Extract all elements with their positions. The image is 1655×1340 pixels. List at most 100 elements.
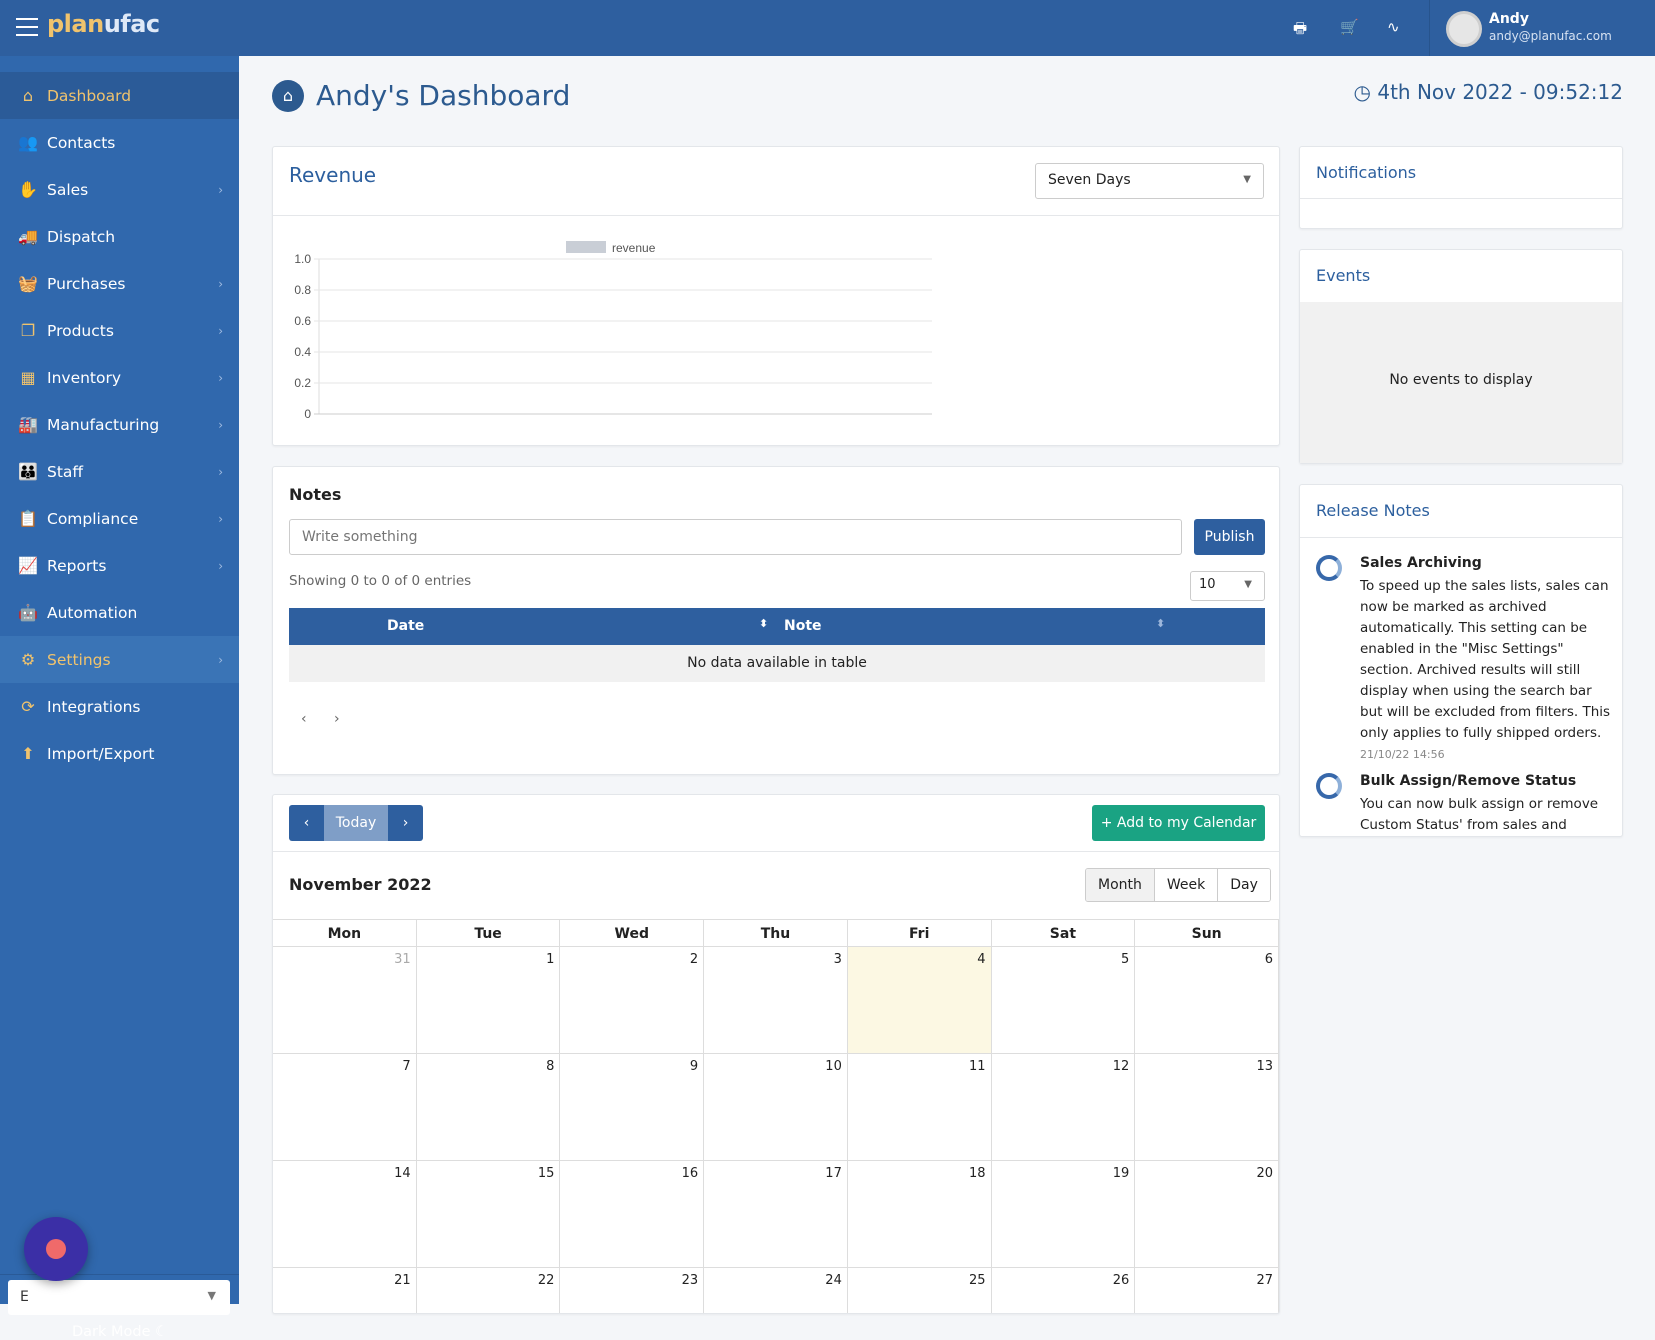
calendar-day[interactable]: 27 bbox=[1135, 1268, 1279, 1313]
note-input[interactable] bbox=[289, 519, 1182, 555]
logo[interactable]: planufac bbox=[47, 10, 160, 38]
datetime-text: 4th Nov 2022 - 09:52:12 bbox=[1377, 80, 1623, 104]
calendar-day[interactable]: 10 bbox=[704, 1054, 848, 1161]
day-header: Sun bbox=[1135, 919, 1279, 947]
sidebar-item-dispatch[interactable]: 🚚 Dispatch bbox=[0, 213, 239, 260]
revenue-range-select[interactable]: Seven Days ▼ bbox=[1035, 163, 1264, 199]
calendar-day[interactable]: 8 bbox=[416, 1054, 561, 1161]
home-icon: ⌂ bbox=[22, 86, 34, 105]
calendar-day[interactable]: 21 bbox=[273, 1268, 417, 1313]
user-menu[interactable]: Andy andy@planufac.com bbox=[1429, 0, 1655, 56]
calendar-day[interactable]: 13 bbox=[1135, 1054, 1279, 1161]
events-empty-message: No events to display bbox=[1300, 302, 1622, 463]
add-to-calendar-button[interactable]: + Add to my Calendar bbox=[1092, 805, 1265, 841]
y-tick-label: 1.0 bbox=[294, 252, 311, 266]
calendar-day[interactable]: 15 bbox=[416, 1161, 561, 1268]
release-notes-card: Release Notes Sales Archiving To speed u… bbox=[1299, 484, 1623, 837]
heartbeat-icon[interactable]: ∿ bbox=[1387, 18, 1400, 36]
language-select[interactable]: E ▼ bbox=[8, 1280, 230, 1315]
day-header: Mon bbox=[273, 919, 417, 947]
print-icon[interactable]: 🖶 bbox=[1293, 19, 1308, 37]
sidebar-item-dashboard[interactable]: ⌂ Dashboard bbox=[0, 72, 239, 119]
calendar-day[interactable]: 26 bbox=[992, 1268, 1136, 1313]
calendar-day[interactable]: 23 bbox=[560, 1268, 705, 1313]
view-week-button[interactable]: Week bbox=[1153, 869, 1218, 901]
sidebar-item-contacts[interactable]: 👥 Contacts bbox=[0, 119, 239, 166]
calendar-day[interactable]: 2 bbox=[560, 947, 705, 1054]
release-note: Sales Archiving To speed up the sales li… bbox=[1316, 555, 1616, 765]
calendar-day[interactable]: 20 bbox=[1135, 1161, 1279, 1268]
column-note[interactable]: Note bbox=[784, 618, 822, 634]
page-size-select[interactable]: 10 ▼ bbox=[1190, 571, 1265, 601]
calendar-prev-button[interactable]: ‹ bbox=[289, 805, 324, 841]
calendar-day[interactable]: 17 bbox=[704, 1161, 848, 1268]
calendar-month-title: November 2022 bbox=[289, 875, 432, 894]
revenue-card: Revenue Seven Days ▼ 0 0.2 0.4 0.6 0.8 1.0 reve… bbox=[272, 146, 1280, 446]
calendar-day[interactable]: 11 bbox=[847, 1054, 992, 1161]
day-header: Thu bbox=[704, 919, 848, 947]
chevron-right-icon: › bbox=[218, 558, 223, 573]
calendar-today-button[interactable]: Today bbox=[324, 805, 388, 841]
cart-icon[interactable]: 🛒 bbox=[1340, 18, 1359, 36]
publish-button[interactable]: Publish bbox=[1194, 519, 1265, 555]
events-card: Events No events to display bbox=[1299, 249, 1623, 464]
sidebar-item-staff[interactable]: 👪 Staff › bbox=[0, 448, 239, 495]
notes-title: Notes bbox=[289, 485, 342, 504]
release-note-date: 21/10/22 14:56 bbox=[1360, 748, 1445, 761]
divider bbox=[1300, 198, 1622, 199]
sidebar-item-compliance[interactable]: 📋 Compliance › bbox=[0, 495, 239, 542]
calendar-day[interactable]: 7 bbox=[273, 1054, 417, 1161]
calendar-day[interactable]: 14 bbox=[273, 1161, 417, 1268]
calendar-day[interactable]: 16 bbox=[560, 1161, 705, 1268]
calendar-card: ‹ Today › + Add to my Calendar November … bbox=[272, 794, 1280, 1314]
users-icon: 👥 bbox=[18, 133, 38, 152]
moon-icon: ☾ bbox=[155, 1324, 169, 1340]
plus-icon: + bbox=[1100, 815, 1117, 831]
divider bbox=[273, 215, 1279, 216]
calendar-day[interactable]: 24 bbox=[704, 1268, 848, 1313]
calendar-day[interactable]: 3 bbox=[704, 947, 848, 1054]
sidebar-item-import-export[interactable]: ⬆ Import/Export bbox=[0, 730, 239, 777]
sort-icon[interactable]: ⬍ bbox=[1156, 617, 1166, 630]
sidebar-item-label: Manufacturing bbox=[47, 415, 160, 434]
legend-label[interactable]: revenue bbox=[612, 241, 656, 255]
sidebar-item-manufacturing[interactable]: 🏭 Manufacturing › bbox=[0, 401, 239, 448]
day-header: Fri bbox=[847, 919, 992, 947]
sidebar-item-automation[interactable]: 🤖 Automation bbox=[0, 589, 239, 636]
calendar-day[interactable]: 31 bbox=[273, 947, 417, 1054]
menu-toggle-icon[interactable] bbox=[16, 18, 38, 36]
calendar-day[interactable]: 18 bbox=[847, 1161, 992, 1268]
column-date[interactable]: Date bbox=[387, 618, 425, 634]
page-title-text: Andy's Dashboard bbox=[316, 79, 571, 112]
dark-mode-toggle[interactable]: Dark Mode ☾ bbox=[72, 1324, 168, 1340]
calendar-day[interactable]: 5 bbox=[991, 947, 1136, 1054]
revenue-chart: 0 0.2 0.4 0.6 0.8 1.0 revenue bbox=[294, 241, 932, 421]
calendar-day[interactable]: 19 bbox=[991, 1161, 1136, 1268]
calendar-day[interactable]: 4 bbox=[847, 947, 992, 1054]
calendar-day[interactable]: 25 bbox=[848, 1268, 992, 1313]
sidebar-item-sales[interactable]: ✋ Sales › bbox=[0, 166, 239, 213]
calendar-day[interactable]: 22 bbox=[417, 1268, 561, 1313]
sidebar-item-label: Contacts bbox=[47, 133, 116, 152]
view-month-button[interactable]: Month bbox=[1086, 869, 1154, 901]
sidebar-item-settings[interactable]: ⚙ Settings › bbox=[0, 636, 239, 683]
day-header: Wed bbox=[560, 919, 705, 947]
sidebar-item-reports[interactable]: 📈 Reports › bbox=[0, 542, 239, 589]
view-day-button[interactable]: Day bbox=[1217, 869, 1270, 901]
release-note-title: Sales Archiving bbox=[1360, 555, 1482, 571]
calendar-day[interactable]: 1 bbox=[416, 947, 561, 1054]
sidebar-item-products[interactable]: ❐ Products › bbox=[0, 307, 239, 354]
calendar-day[interactable]: 12 bbox=[991, 1054, 1136, 1161]
sort-icon[interactable]: ⬍ bbox=[759, 617, 769, 630]
chat-launcher-button[interactable] bbox=[24, 1217, 88, 1281]
notifications-title: Notifications bbox=[1316, 163, 1417, 182]
calendar-day[interactable]: 6 bbox=[1135, 947, 1279, 1054]
basket-icon: 🧺 bbox=[18, 274, 38, 293]
next-page-icon[interactable]: › bbox=[334, 711, 340, 727]
sidebar-item-inventory[interactable]: ▦ Inventory › bbox=[0, 354, 239, 401]
sidebar-item-purchases[interactable]: 🧺 Purchases › bbox=[0, 260, 239, 307]
prev-page-icon[interactable]: ‹ bbox=[301, 711, 307, 727]
calendar-next-button[interactable]: › bbox=[388, 805, 423, 841]
sidebar-item-integrations[interactable]: ⟳ Integrations bbox=[0, 683, 239, 730]
calendar-day[interactable]: 9 bbox=[560, 1054, 705, 1161]
